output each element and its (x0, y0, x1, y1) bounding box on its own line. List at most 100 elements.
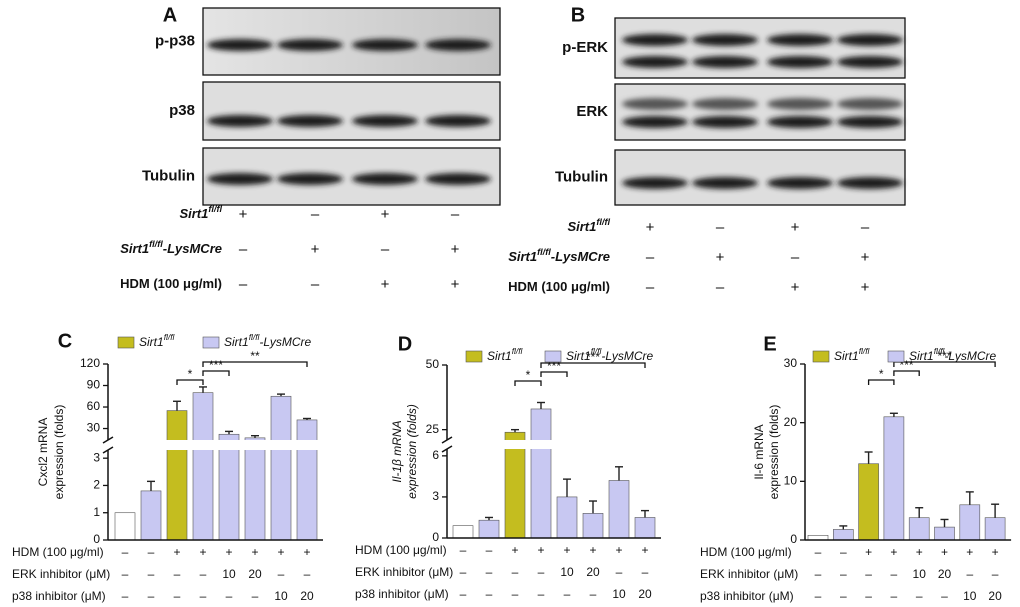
y-tick-label: 90 (87, 378, 101, 392)
legend-entry-name: Sirt1 (139, 335, 164, 349)
bar (832, 529, 854, 541)
condition-label: HDM (100 μg/ml) (120, 276, 222, 291)
legend-entry-name: Sirt1 (909, 349, 934, 363)
significance-label: ** (250, 349, 260, 363)
bar (608, 480, 630, 539)
panel-letter: A (163, 4, 177, 26)
condition-symbol: – (791, 249, 800, 266)
blot-band (622, 116, 688, 128)
condition-symbol: – (646, 279, 655, 296)
condition-value: – (226, 589, 233, 603)
condition-value: 10 (913, 567, 927, 581)
condition-value: – (916, 589, 923, 603)
legend-swatch (202, 336, 220, 349)
condition-value: 20 (300, 589, 314, 603)
blot-band (692, 56, 758, 68)
panel-letter: D (398, 333, 412, 355)
condition-symbol: + (791, 279, 800, 296)
y-tick-label: 10 (784, 474, 798, 488)
condition-symbol: + (451, 276, 460, 293)
condition-value: – (891, 589, 898, 603)
blot-band (692, 98, 758, 110)
condition-value: – (486, 587, 493, 601)
blot-band (837, 98, 903, 110)
bar (908, 517, 930, 541)
legend-entry-sup: fl/fl (164, 332, 176, 342)
condition-symbol: + (716, 249, 725, 266)
blot-row-label: ERK (576, 103, 608, 120)
y-axis-label: Cxcl2 mRNA (36, 418, 50, 487)
blot-band (352, 39, 418, 51)
condition-symbol: + (861, 279, 870, 296)
significance-bracket (893, 370, 920, 376)
legend-swatch (887, 350, 905, 363)
condition-symbol: + (381, 206, 390, 223)
bar (959, 504, 981, 541)
condition-label-name: Sirt1 (120, 241, 149, 256)
condition-value: + (225, 545, 232, 559)
y-axis-label: expression (folds) (405, 404, 419, 499)
condition-label: HDM (100 μg/ml) (355, 543, 447, 557)
blot-band (767, 116, 833, 128)
legend-entry: Sirt1fl/fl (487, 346, 524, 363)
bar (984, 517, 1006, 541)
condition-value: + (511, 543, 518, 557)
condition-value: 20 (938, 567, 952, 581)
condition-value: 10 (274, 589, 288, 603)
axis-break-gap (441, 440, 661, 449)
legend-entry-suffix: -LysMCre (944, 349, 996, 363)
condition-value: + (992, 545, 999, 559)
condition-label: HDM (100 μg/ml) (508, 279, 610, 294)
bar (478, 519, 500, 539)
legend-entry: Sirt1fl/fl-LysMCre (224, 332, 312, 349)
condition-symbol: + (239, 206, 248, 223)
y-tick-label: 0 (790, 532, 797, 546)
condition-value: – (252, 589, 259, 603)
condition-value: – (148, 567, 155, 581)
condition-value: – (460, 565, 467, 579)
legend-swatch (544, 350, 562, 363)
bar (244, 437, 266, 541)
significance-bracket (202, 361, 308, 367)
y-tick-label: 3 (432, 489, 439, 503)
condition-value: – (538, 565, 545, 579)
panel-letter: B (571, 4, 585, 26)
condition-label-sup: fl/fl (149, 239, 163, 249)
blot-band (277, 115, 343, 127)
blot-band (207, 115, 273, 127)
condition-value: + (277, 545, 284, 559)
blot-box (614, 17, 906, 79)
blot-band (622, 56, 688, 68)
blot-band (837, 177, 903, 189)
bar (530, 408, 552, 539)
blot-band (692, 116, 758, 128)
condition-label: HDM (100 μg/ml) (12, 545, 104, 559)
legend-entry-sup: fl/fl (934, 346, 946, 356)
legend-entry-name: Sirt1 (487, 349, 512, 363)
condition-value: + (916, 545, 923, 559)
condition-value: – (200, 567, 207, 581)
condition-symbol: – (311, 276, 320, 293)
condition-value: + (563, 543, 570, 557)
condition-value: – (642, 565, 649, 579)
condition-value: – (865, 567, 872, 581)
bar (556, 496, 578, 539)
condition-label-name: HDM (100 μg/ml) (120, 276, 222, 291)
y-tick-label: 3 (93, 450, 100, 464)
bar (192, 392, 214, 541)
condition-label-suffix: -LysMCre (163, 241, 222, 256)
condition-label: ERK inhibitor (μM) (12, 567, 110, 581)
condition-symbol: – (716, 219, 725, 236)
bar (858, 463, 879, 541)
blot-box (202, 81, 501, 141)
bar (296, 419, 318, 541)
legend-entry-suffix: -LysMCre (259, 335, 311, 349)
legend-swatch (465, 350, 483, 363)
y-tick-label: 20 (784, 415, 798, 429)
y-tick-label: 30 (784, 356, 798, 370)
condition-value: + (199, 545, 206, 559)
condition-label: Sirt1fl/fl (179, 204, 222, 221)
blot-band (425, 39, 491, 51)
y-tick-label: 6 (432, 448, 439, 462)
